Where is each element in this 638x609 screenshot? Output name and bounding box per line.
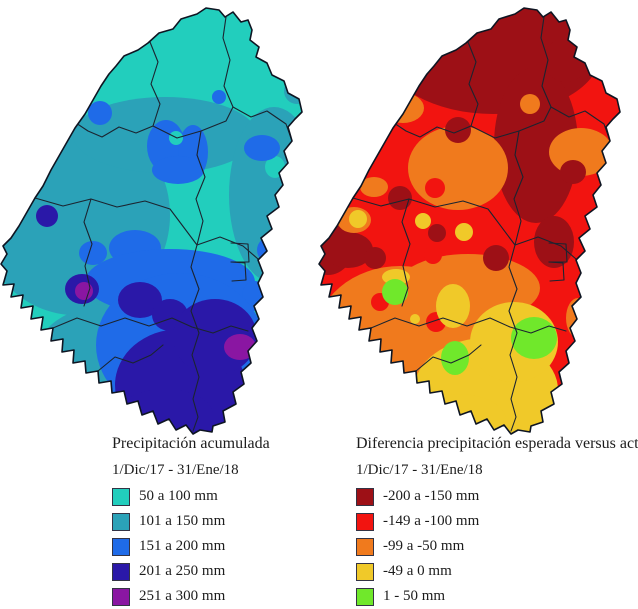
- contour-blob: [441, 341, 469, 375]
- legend-swatch: [112, 587, 130, 606]
- legend-item: 101 a 150 mm: [112, 509, 270, 534]
- legend-swatch: [356, 587, 374, 606]
- right-map-date-range: 1/Dic/17 - 31/Ene/18: [356, 462, 483, 478]
- contour-blob: [323, 232, 373, 268]
- legend-swatch: [112, 487, 130, 506]
- legend-label: 1 - 50 mm: [383, 588, 446, 604]
- contour-blob: [436, 284, 470, 328]
- legend-item: -149 a -100 mm: [356, 509, 638, 534]
- contour-blob: [445, 117, 471, 143]
- contour-blob: [118, 282, 162, 318]
- contour-blob: [424, 246, 442, 264]
- contour-blob: [382, 93, 424, 123]
- contour-blob: [534, 216, 574, 268]
- legend-item: 251 a 300 mm: [112, 584, 270, 609]
- contour-blob: [388, 186, 412, 210]
- legend-label: 50 a 100 mm: [139, 488, 218, 504]
- contour-blob: [560, 160, 586, 184]
- legend-swatch: [112, 537, 130, 556]
- contour-blob: [88, 101, 112, 125]
- contour-blob: [382, 279, 408, 305]
- contour-blob: [364, 247, 386, 269]
- contour-blob: [428, 224, 446, 242]
- contour-blob: [494, 67, 578, 223]
- contour-blob: [360, 177, 388, 197]
- contour-blob: [79, 241, 107, 265]
- legend-item: -99 a -50 mm: [356, 534, 638, 559]
- right-legend-rows: -200 a -150 mm -149 a -100 mm -99 a -50 …: [356, 484, 638, 609]
- legend-item: 201 a 250 mm: [112, 559, 270, 584]
- contour-blob: [244, 135, 280, 161]
- contour-blob: [511, 317, 557, 359]
- contour-blob: [212, 90, 226, 104]
- contour-blob: [349, 210, 367, 228]
- contour-blob: [286, 211, 302, 239]
- legend-label: 251 a 300 mm: [139, 588, 226, 604]
- legend-label: 201 a 250 mm: [139, 563, 226, 579]
- left-map-contours: [1, 8, 302, 434]
- contour-blob: [455, 223, 473, 241]
- legend-item: 151 a 200 mm: [112, 534, 270, 559]
- right-map-contours: [319, 8, 620, 434]
- legend-swatch: [112, 562, 130, 581]
- contour-blob: [566, 298, 590, 338]
- maps-canvas: [0, 7, 621, 435]
- left-map: [0, 7, 303, 435]
- right-map: [318, 7, 621, 435]
- legend-swatch: [356, 487, 374, 506]
- legend-swatch: [356, 512, 374, 531]
- legend-label: -49 a 0 mm: [383, 563, 452, 579]
- left-map-title: Precipitación acumulada: [112, 435, 270, 452]
- left-legend-rows: 50 a 100 mm 101 a 150 mm 151 a 200 mm 20…: [112, 484, 270, 609]
- contour-blob: [410, 314, 420, 324]
- legend-swatch: [112, 512, 130, 531]
- contour-blob: [544, 38, 588, 82]
- contour-blob: [520, 94, 540, 114]
- left-map-date-range: 1/Dic/17 - 31/Ene/18: [112, 462, 239, 478]
- legend-label: 101 a 150 mm: [139, 513, 226, 529]
- legend-label: -99 a -50 mm: [383, 538, 465, 554]
- legend-swatch: [356, 537, 374, 556]
- legend-item: -49 a 0 mm: [356, 559, 638, 584]
- legend-label: -200 a -150 mm: [383, 488, 480, 504]
- right-map-title: Diferencia precipitación esperada versus…: [356, 435, 638, 452]
- right-legend: Diferencia precipitación esperada versus…: [356, 434, 638, 609]
- contour-blob: [319, 175, 330, 235]
- legend-item: 1 - 50 mm: [356, 584, 638, 609]
- legend-item: -200 a -150 mm: [356, 484, 638, 509]
- legend-swatch: [356, 562, 374, 581]
- contour-blob: [229, 107, 302, 283]
- contour-blob: [36, 205, 58, 227]
- contour-blob: [152, 156, 204, 184]
- legend-label: -149 a -100 mm: [383, 513, 480, 529]
- legend-item: 50 a 100 mm: [112, 484, 270, 509]
- left-legend: Precipitación acumulada 1/Dic/17 - 31/En…: [112, 434, 270, 609]
- contour-blob: [75, 282, 93, 300]
- legend-label: 151 a 200 mm: [139, 538, 226, 554]
- contour-blob: [415, 213, 431, 229]
- contour-blob: [483, 245, 509, 271]
- contour-blob: [425, 178, 445, 198]
